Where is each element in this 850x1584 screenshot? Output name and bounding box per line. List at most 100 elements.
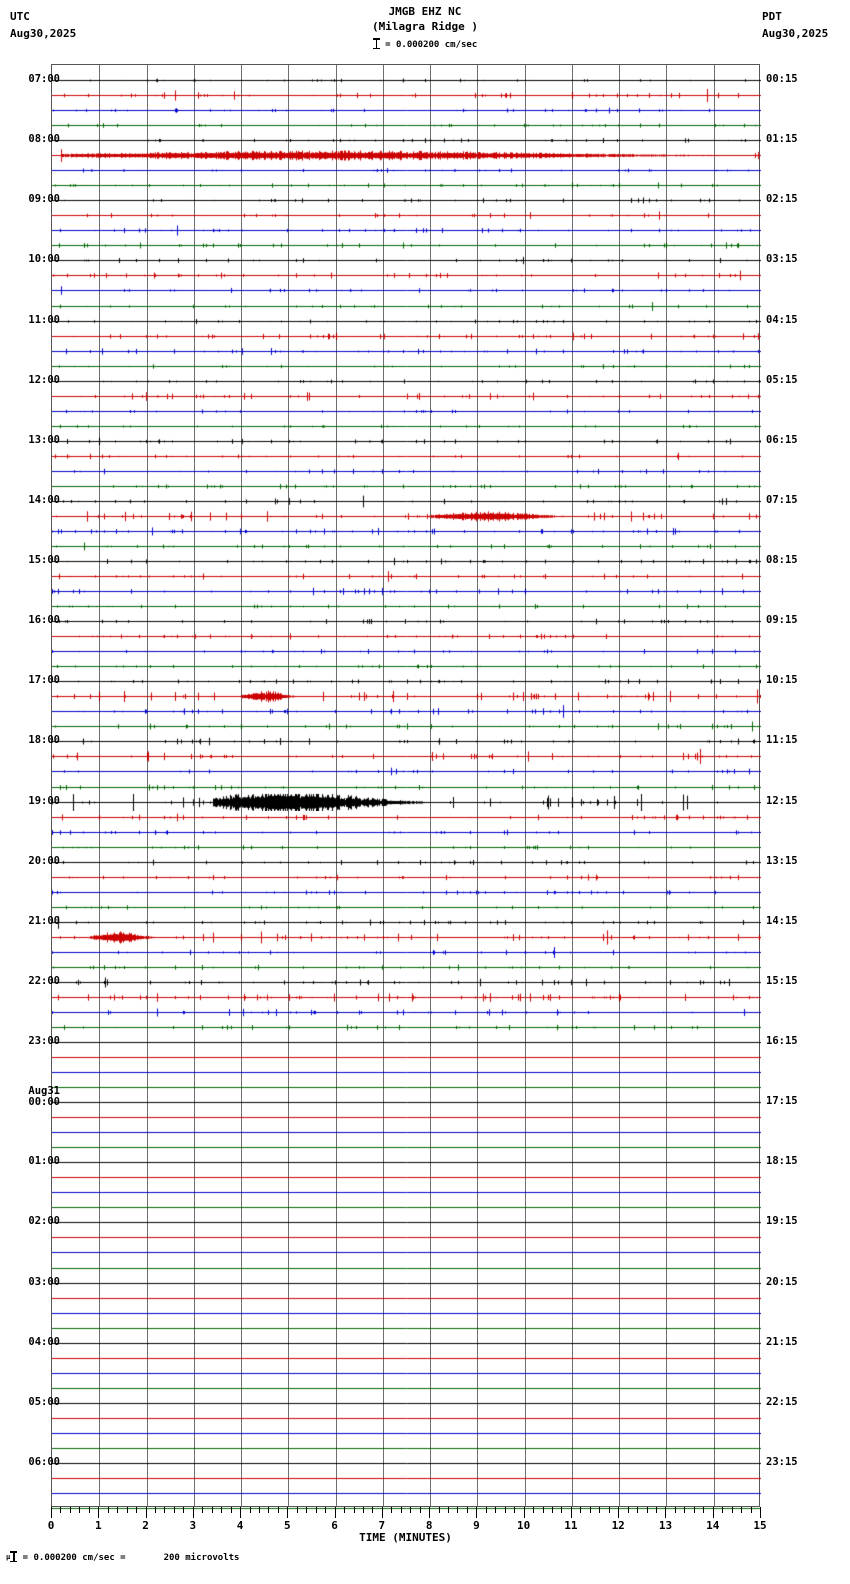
trace-canvas	[52, 1107, 761, 1126]
trace-row	[52, 1032, 761, 1051]
trace-canvas	[52, 882, 761, 901]
x-axis-title: TIME (MINUTES)	[359, 1531, 452, 1544]
x-tick-minor	[391, 1507, 393, 1513]
trace-row	[52, 731, 761, 750]
x-tick-minor	[372, 1507, 374, 1513]
trace-row	[52, 837, 761, 856]
x-tick-major	[334, 1507, 336, 1518]
helicorder-plot-area[interactable]	[51, 64, 761, 1517]
trace-row	[52, 100, 761, 119]
x-tick-minor	[296, 1507, 298, 1513]
trace-row	[52, 671, 761, 690]
trace-row	[52, 1393, 761, 1412]
trace-row	[52, 476, 761, 495]
x-tick-minor	[674, 1507, 676, 1513]
x-tick-minor	[599, 1507, 601, 1513]
trace-row	[52, 701, 761, 720]
trace-canvas	[52, 401, 761, 420]
x-tick-label: 13	[658, 1519, 673, 1532]
trace-row	[52, 957, 761, 976]
x-tick-minor	[561, 1507, 563, 1513]
trace-canvas	[52, 1303, 761, 1322]
x-tick-label: 11	[564, 1519, 578, 1532]
trace-row	[52, 1258, 761, 1277]
trace-row	[52, 1408, 761, 1427]
trace-row	[52, 1182, 761, 1201]
pdt-time-label: 14:15	[766, 914, 798, 927]
trace-row	[52, 491, 761, 510]
pdt-time-label: 20:15	[766, 1275, 798, 1288]
trace-canvas	[52, 1152, 761, 1171]
trace-row	[52, 1122, 761, 1141]
trace-row	[52, 130, 761, 149]
trace-row	[52, 265, 761, 284]
trace-row	[52, 341, 761, 360]
x-tick-minor	[344, 1507, 346, 1513]
x-tick-minor	[325, 1507, 327, 1513]
trace-row	[52, 761, 761, 780]
trace-canvas	[52, 1288, 761, 1307]
x-tick-minor	[306, 1507, 308, 1513]
trace-row	[52, 927, 761, 946]
station-code-title: JMGB EHZ NC	[388, 5, 462, 18]
trace-canvas	[52, 190, 761, 209]
header-left-timezone-block: UTC Aug30,2025	[10, 8, 76, 42]
x-tick-minor	[731, 1507, 733, 1513]
trace-canvas	[52, 957, 761, 976]
left-date-label: Aug30,2025	[10, 27, 77, 40]
x-tick-major	[760, 1507, 761, 1518]
trace-row	[52, 506, 761, 525]
footer-scale-text: = 0.000200 cm/sec =	[22, 1553, 126, 1563]
trace-row	[52, 1288, 761, 1307]
trace-canvas	[52, 1047, 761, 1066]
trace-canvas	[52, 521, 761, 540]
pdt-time-label: 03:15	[766, 252, 798, 265]
trace-canvas	[52, 536, 761, 555]
trace-canvas	[52, 1212, 761, 1231]
x-tick-minor	[627, 1507, 629, 1513]
x-tick-minor	[88, 1507, 90, 1513]
x-tick-minor	[202, 1507, 204, 1513]
trace-canvas	[52, 1167, 761, 1186]
x-tick-minor	[608, 1507, 610, 1513]
trace-canvas	[52, 130, 761, 149]
x-tick-label: 10	[517, 1519, 531, 1532]
trace-canvas	[52, 1363, 761, 1382]
x-tick-minor	[438, 1507, 440, 1513]
x-tick-major	[98, 1507, 100, 1518]
pdt-time-label: 05:15	[766, 373, 798, 386]
trace-row	[52, 942, 761, 961]
trace-row	[52, 356, 761, 375]
pdt-time-label: 01:15	[766, 132, 798, 145]
trace-canvas	[52, 792, 761, 811]
trace-canvas	[52, 942, 761, 961]
trace-row	[52, 551, 761, 570]
x-tick-minor	[693, 1507, 695, 1513]
right-timezone-label: PDT	[762, 10, 782, 23]
trace-row	[52, 596, 761, 615]
pdt-time-label: 19:15	[766, 1214, 798, 1227]
left-timezone-label: UTC	[10, 10, 30, 23]
x-tick-minor	[684, 1507, 686, 1513]
x-tick-major	[240, 1507, 242, 1518]
x-tick-major	[287, 1507, 289, 1518]
trace-canvas	[52, 115, 761, 134]
x-tick-minor	[741, 1507, 743, 1513]
trace-canvas	[52, 671, 761, 690]
trace-canvas	[52, 1242, 761, 1261]
trace-canvas	[52, 1182, 761, 1201]
trace-canvas	[52, 1468, 761, 1487]
trace-canvas	[52, 1408, 761, 1427]
trace-canvas	[52, 1122, 761, 1141]
trace-row	[52, 401, 761, 420]
trace-row	[52, 1318, 761, 1337]
trace-row	[52, 1152, 761, 1171]
trace-row	[52, 1273, 761, 1292]
pdt-time-label: 17:15	[766, 1094, 798, 1107]
trace-row	[52, 1453, 761, 1472]
trace-canvas	[52, 220, 761, 239]
x-tick-major	[712, 1507, 714, 1518]
trace-row	[52, 1483, 761, 1502]
x-tick-label: 4	[236, 1519, 244, 1532]
trace-canvas	[52, 596, 761, 615]
